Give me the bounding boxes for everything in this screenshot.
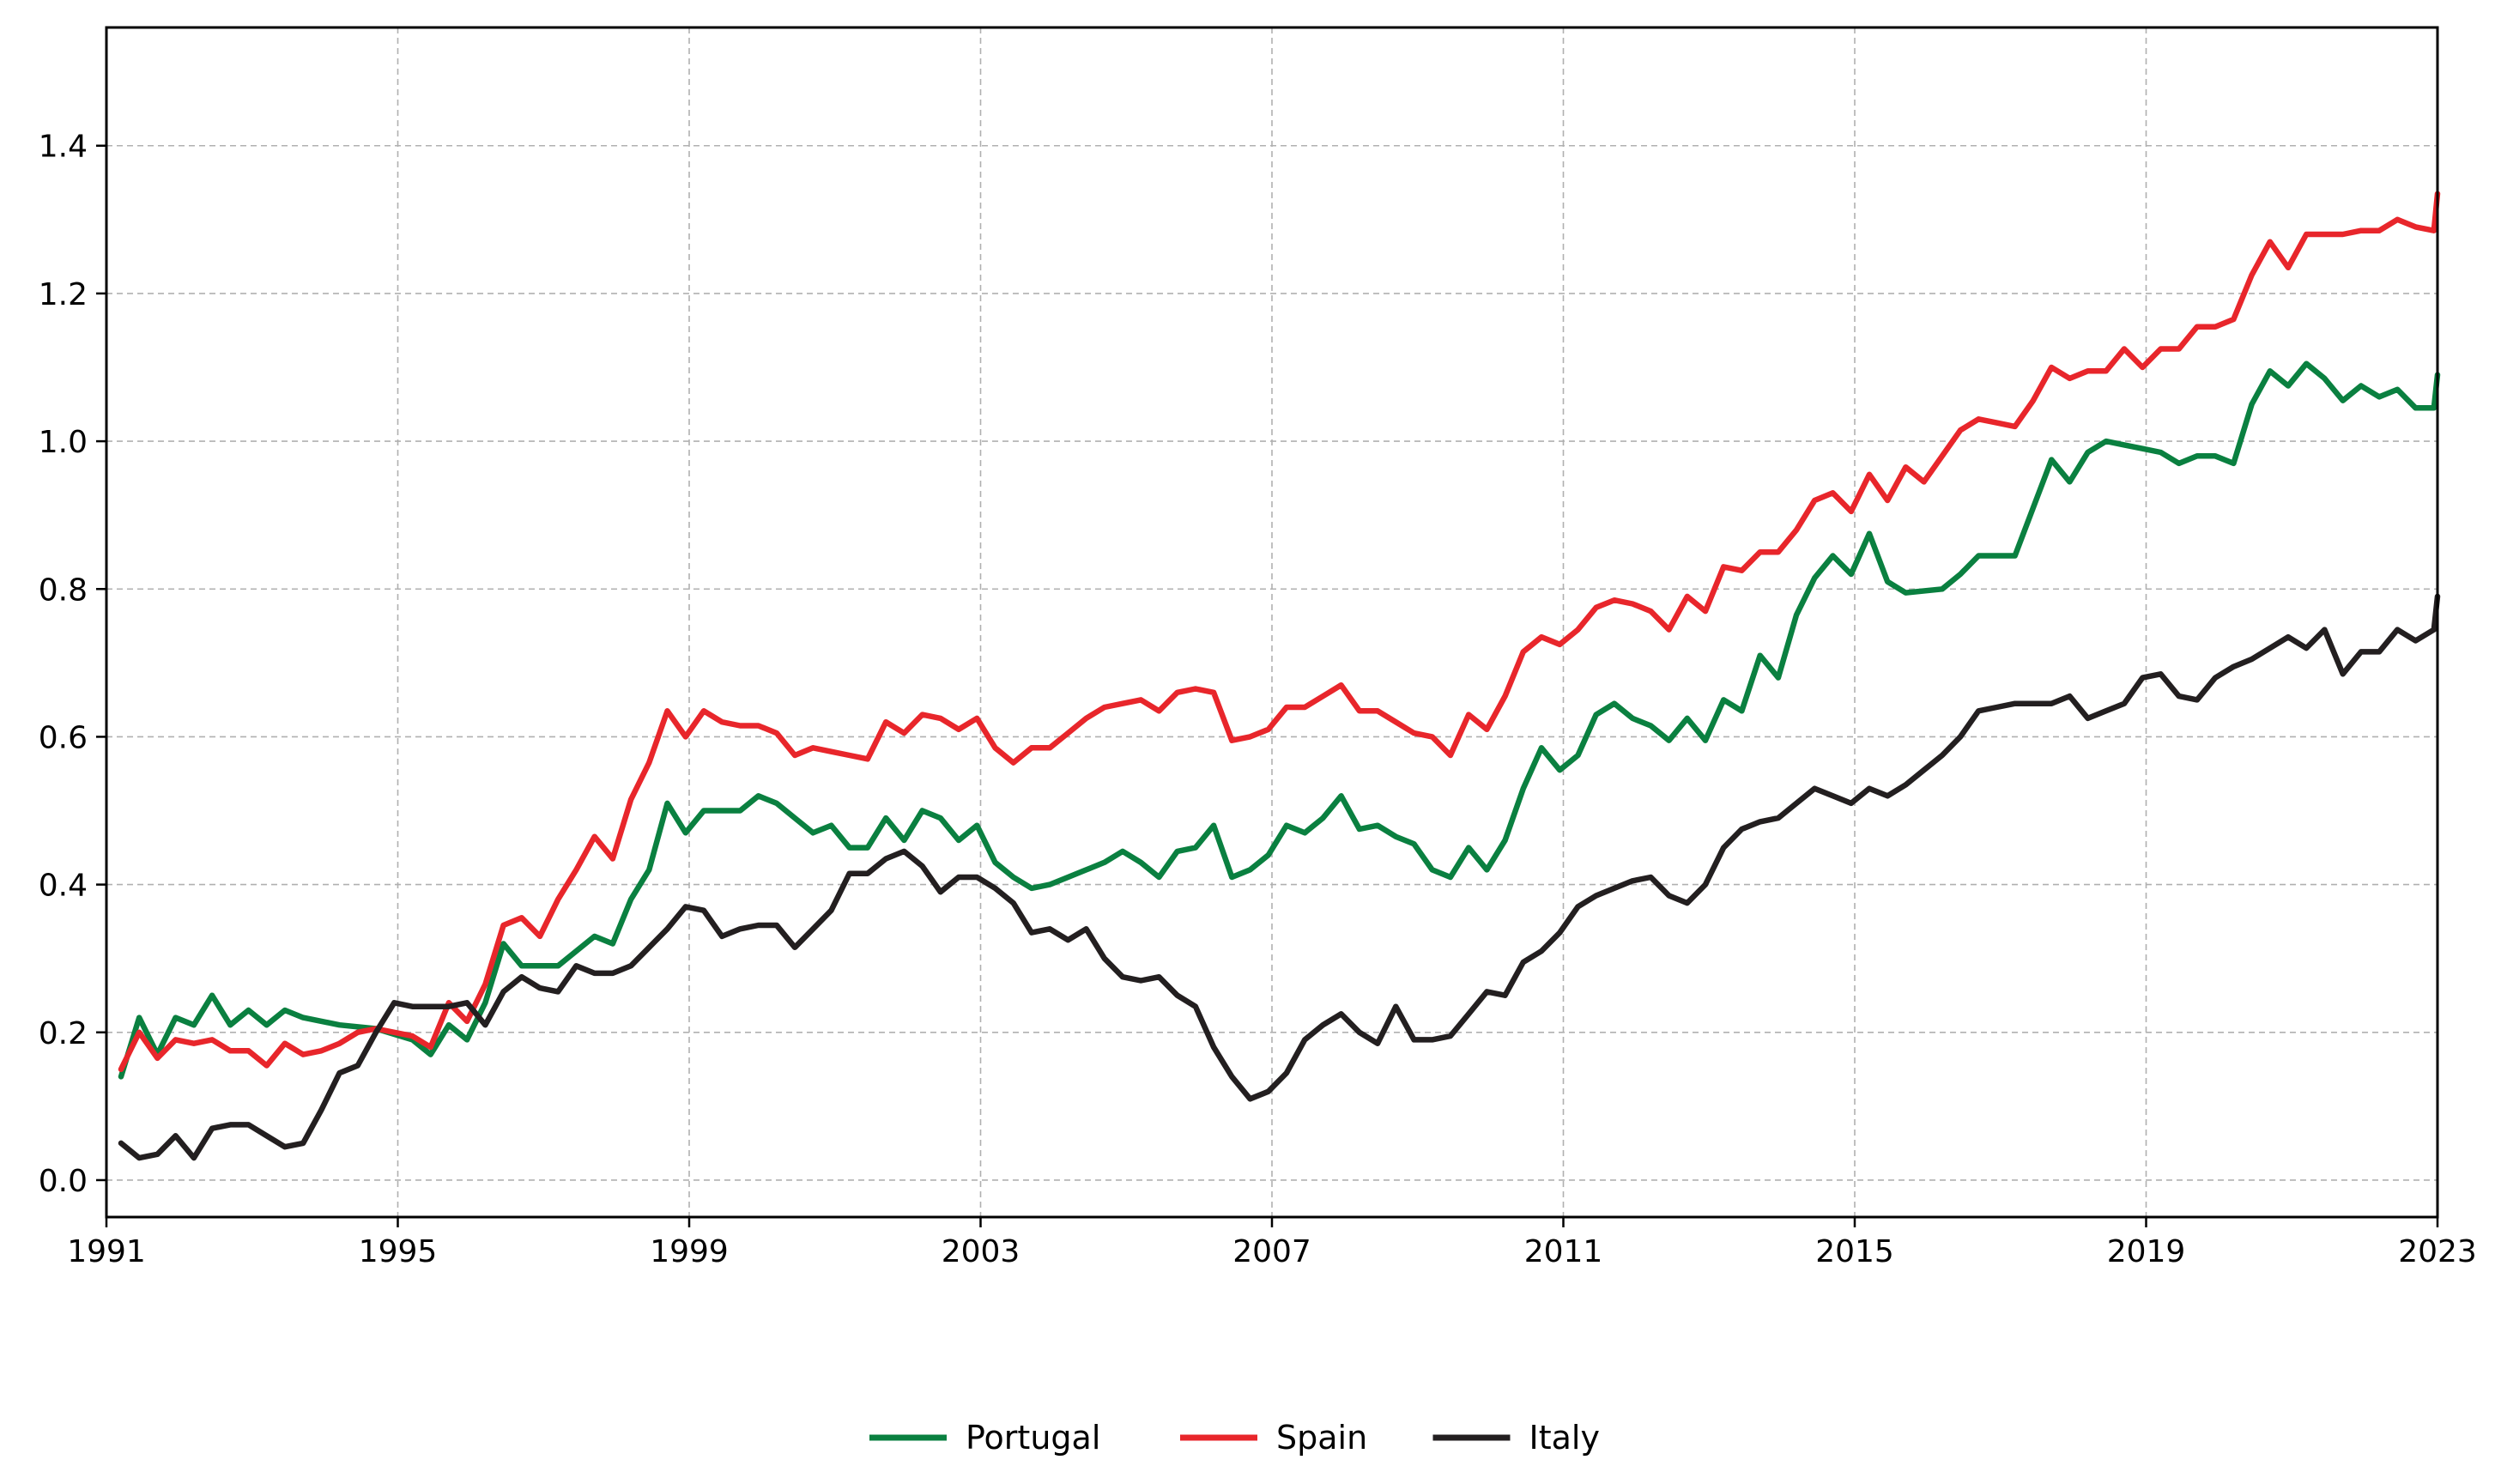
legend-item-spain: Spain [1180, 1419, 1367, 1457]
y-tick-label: 0.0 [39, 1164, 88, 1199]
legend-label: Portugal [966, 1419, 1100, 1457]
x-tick-label: 2019 [2107, 1234, 2186, 1269]
grid [106, 27, 2438, 1217]
x-tick-label: 2003 [942, 1234, 1020, 1269]
x-tick-label: 2007 [1232, 1234, 1311, 1269]
y-tick-label: 0.6 [39, 720, 88, 755]
x-tick-label: 2015 [1815, 1234, 1894, 1269]
x-tick-label: 2011 [1524, 1234, 1603, 1269]
x-tick-label: 1999 [650, 1234, 729, 1269]
y-tick-label: 0.4 [39, 869, 88, 904]
series-line-italy [118, 593, 2441, 1161]
x-tick-label: 1995 [359, 1234, 438, 1269]
y-tick-label: 1.0 [39, 425, 88, 460]
axis-ticks: 1991 1995 1999 2003 2007 2011 2015 2019 2023 0.0 0… [39, 130, 2477, 1269]
series-line-spain [118, 191, 2441, 1073]
y-tick-label: 0.2 [39, 1016, 88, 1051]
legend-label: Italy [1529, 1419, 1600, 1457]
series-line-portugal [118, 360, 2441, 1080]
legend-item-portugal: Portugal [869, 1419, 1100, 1457]
y-tick-label: 1.2 [39, 277, 88, 312]
y-tick-label: 1.4 [39, 130, 88, 165]
legend-label: Spain [1276, 1419, 1367, 1457]
legend-item-italy: Italy [1432, 1419, 1600, 1457]
x-tick-label: 1991 [67, 1234, 146, 1269]
y-tick-label: 0.8 [39, 572, 88, 608]
series-layer [118, 191, 2441, 1161]
x-tick-label: 2023 [2398, 1234, 2477, 1269]
legend: Portugal Spain Italy [869, 1419, 1600, 1457]
